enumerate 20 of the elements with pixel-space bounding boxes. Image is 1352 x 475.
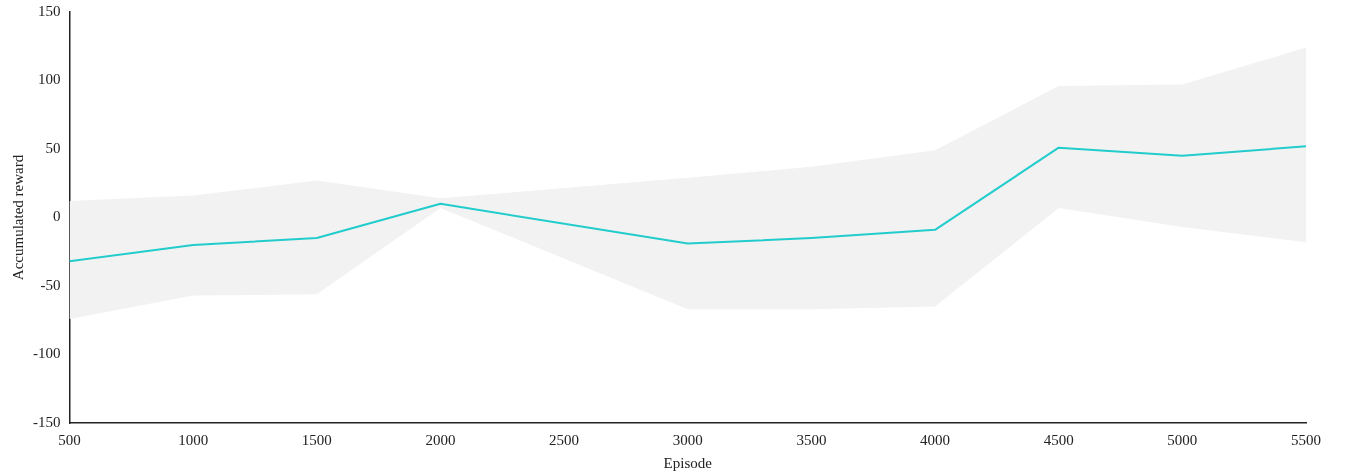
y-tick-label: -50 bbox=[40, 276, 61, 293]
y-tick-label: 50 bbox=[45, 139, 61, 156]
y-tick-label: 100 bbox=[38, 71, 61, 88]
y-tick-label: 0 bbox=[53, 208, 61, 225]
x-tick-label: 1000 bbox=[178, 431, 209, 448]
x-tick-label: 1500 bbox=[301, 431, 332, 448]
x-tick-label: 5500 bbox=[1291, 431, 1321, 448]
x-tick-label: 2500 bbox=[549, 431, 580, 448]
y-tick-label: 150 bbox=[38, 2, 61, 19]
x-tick-label: 4000 bbox=[920, 431, 951, 448]
y-tick-label: -100 bbox=[33, 345, 61, 362]
x-tick-label: 2000 bbox=[425, 431, 456, 448]
x-axis-title: Episode bbox=[663, 454, 713, 471]
x-tick-label: 5000 bbox=[1167, 431, 1198, 448]
y-axis-title: Accumulated reward bbox=[9, 154, 26, 281]
y-tick-label: -150 bbox=[33, 413, 61, 430]
x-tick-label: 4500 bbox=[1043, 431, 1074, 448]
x-tick-label: 500 bbox=[58, 431, 81, 448]
x-tick-label: 3000 bbox=[672, 431, 703, 448]
x-tick-label: 3500 bbox=[796, 431, 827, 448]
